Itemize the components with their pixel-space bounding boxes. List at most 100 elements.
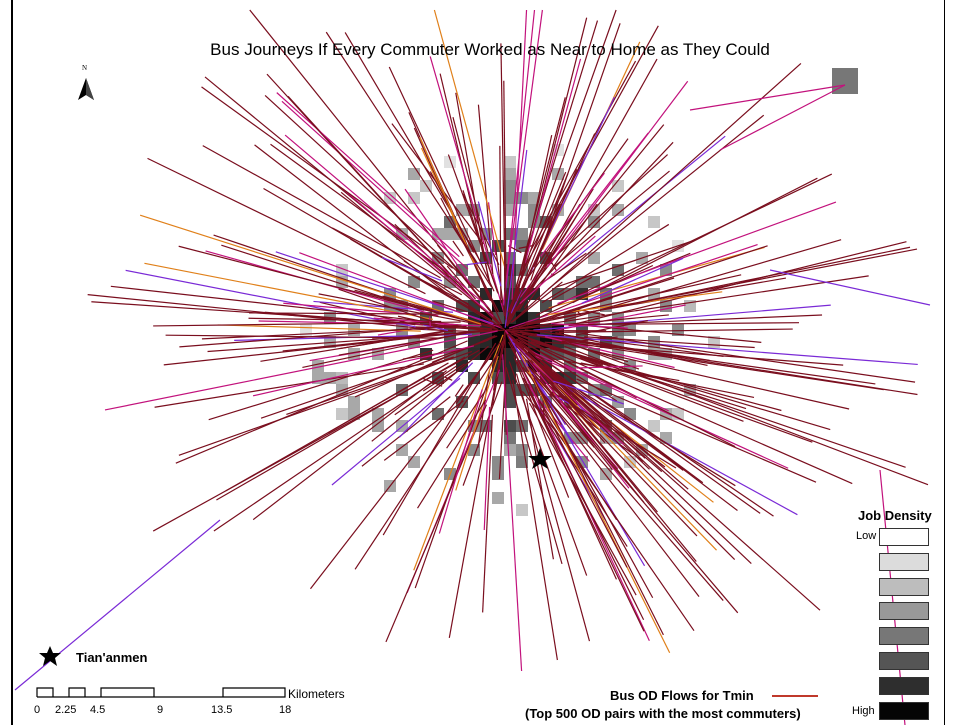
legend-star bbox=[39, 646, 61, 666]
flow-line bbox=[309, 355, 492, 590]
flow-line bbox=[153, 321, 461, 327]
legend-swatch bbox=[879, 702, 929, 720]
flow-line bbox=[249, 9, 494, 315]
flow-line bbox=[506, 58, 658, 327]
flow-line bbox=[554, 170, 670, 267]
flow-line bbox=[522, 124, 665, 298]
flow-line bbox=[538, 389, 724, 601]
density-cell bbox=[492, 492, 504, 504]
flow-line bbox=[452, 226, 493, 288]
scale-unit-label: Kilometers bbox=[288, 687, 345, 701]
flow-line bbox=[433, 9, 506, 268]
density-cell bbox=[672, 324, 684, 336]
legend-swatch bbox=[879, 602, 929, 620]
flow-line bbox=[528, 349, 789, 469]
flow-line bbox=[531, 373, 595, 448]
flow-line bbox=[529, 60, 637, 252]
flow-line bbox=[510, 333, 853, 485]
flow-line bbox=[564, 239, 842, 321]
flow-line bbox=[154, 363, 425, 408]
density-cell bbox=[348, 408, 360, 420]
flow-line bbox=[568, 382, 704, 484]
flow-line bbox=[202, 145, 441, 279]
flow-line bbox=[508, 173, 569, 320]
density-cell bbox=[492, 456, 504, 468]
flow-line bbox=[540, 172, 605, 257]
flow-line bbox=[532, 362, 625, 446]
flow-line bbox=[568, 314, 823, 327]
flow-line bbox=[422, 363, 465, 392]
flow-line bbox=[179, 324, 462, 348]
density-cell bbox=[624, 456, 636, 468]
flow-line bbox=[505, 268, 525, 326]
flow-line bbox=[270, 143, 457, 281]
density-cell bbox=[372, 420, 384, 432]
flow-line bbox=[524, 329, 724, 358]
flow-line bbox=[769, 269, 931, 306]
flow-line bbox=[544, 380, 645, 503]
flow-line bbox=[342, 188, 494, 317]
flow-line bbox=[125, 269, 428, 330]
scale-bar bbox=[36, 687, 286, 698]
flow-line bbox=[178, 350, 473, 456]
flow-line bbox=[561, 340, 884, 391]
flow-line bbox=[548, 246, 765, 309]
flow-line bbox=[260, 329, 454, 362]
flow-line bbox=[505, 314, 669, 331]
density-cell bbox=[504, 192, 516, 204]
flow-line bbox=[455, 355, 499, 491]
flow-line bbox=[213, 365, 458, 532]
flow-line bbox=[325, 31, 479, 265]
legend-swatch bbox=[879, 652, 929, 670]
flow-line bbox=[454, 384, 464, 397]
flow-line bbox=[276, 92, 460, 258]
flow-line bbox=[506, 203, 561, 327]
flow-line bbox=[512, 379, 558, 661]
scale-tick: 18 bbox=[279, 704, 292, 716]
flow-line bbox=[263, 187, 492, 321]
flow-line bbox=[546, 80, 689, 268]
flow-line bbox=[147, 157, 426, 295]
flow-line bbox=[544, 374, 606, 444]
flow-line bbox=[281, 100, 469, 270]
flow-line bbox=[502, 354, 523, 672]
flow-line bbox=[331, 227, 463, 296]
flow-line bbox=[104, 330, 498, 411]
flow-line bbox=[519, 235, 596, 305]
flow-line bbox=[579, 357, 813, 443]
flow-line bbox=[581, 257, 684, 304]
flow-line bbox=[558, 135, 726, 273]
flow-line bbox=[163, 328, 492, 366]
flow-line bbox=[533, 377, 664, 636]
tiananmen-marker bbox=[528, 448, 552, 469]
flow-line bbox=[576, 378, 817, 483]
flow-line bbox=[286, 356, 455, 415]
flow-line bbox=[144, 262, 434, 320]
density-cell bbox=[492, 468, 504, 480]
density-cell bbox=[504, 180, 516, 192]
flow-line bbox=[225, 373, 431, 492]
flow-line bbox=[528, 141, 674, 296]
north-label: N bbox=[82, 64, 88, 72]
density-cell bbox=[480, 348, 492, 360]
density-cell bbox=[396, 444, 408, 456]
flow-line bbox=[557, 201, 837, 305]
density-cell bbox=[432, 228, 444, 240]
density-cell bbox=[504, 156, 516, 168]
flow-line bbox=[589, 325, 762, 343]
flow-line bbox=[110, 285, 459, 326]
flow-line bbox=[538, 400, 618, 521]
density-cell bbox=[504, 396, 516, 408]
flow-line bbox=[482, 414, 494, 613]
flow-line bbox=[553, 380, 624, 405]
flow-line bbox=[512, 340, 655, 459]
flow-line bbox=[535, 173, 833, 316]
flow-line bbox=[515, 20, 599, 288]
flow-line bbox=[513, 356, 570, 498]
flow-line bbox=[525, 398, 554, 560]
flow-line bbox=[492, 367, 499, 391]
flow-line bbox=[404, 188, 472, 286]
flow-line bbox=[575, 320, 648, 336]
frame-left-border bbox=[11, 0, 13, 725]
flow-line bbox=[528, 402, 637, 596]
